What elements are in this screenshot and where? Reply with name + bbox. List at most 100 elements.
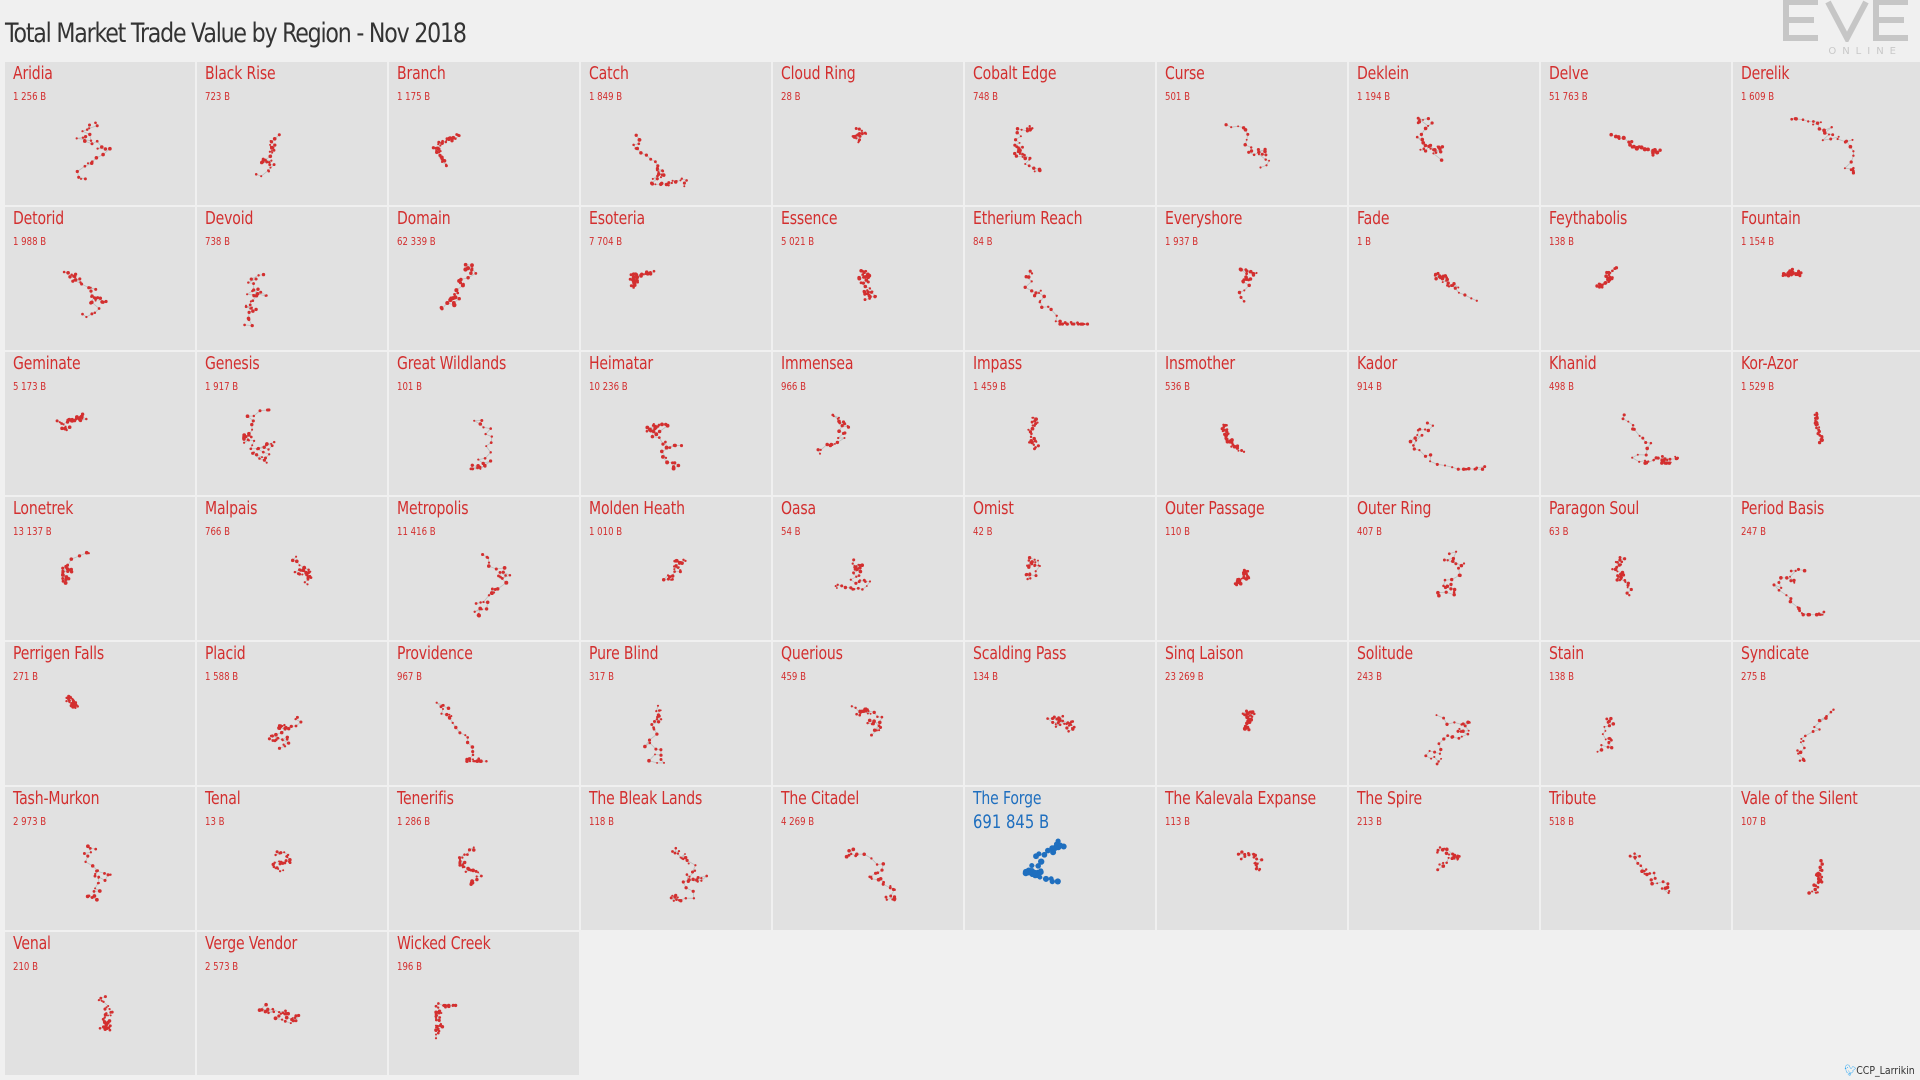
solar-system-point: [279, 860, 283, 864]
region-map-immensea: [816, 413, 851, 455]
solar-system-point: [1452, 592, 1456, 597]
solar-system-point: [274, 853, 277, 857]
solar-system-point: [73, 703, 77, 707]
solar-system-point: [485, 600, 490, 605]
solar-system-point: [656, 720, 661, 724]
solar-system-point: [302, 565, 307, 570]
solar-system-point: [664, 445, 669, 450]
solar-system-point: [696, 875, 700, 880]
solar-system-point: [468, 760, 472, 763]
solar-system-point: [1622, 413, 1626, 417]
solar-system-point: [1241, 279, 1245, 283]
region-name: Etherium Reach: [973, 208, 1083, 229]
solar-system-point: [1849, 168, 1853, 172]
solar-system-point: [64, 577, 68, 580]
solar-system-point: [1798, 759, 1802, 762]
solar-system-point: [1224, 123, 1228, 127]
solar-system-point: [1609, 132, 1613, 137]
solar-system-point: [1636, 861, 1640, 865]
region-trade-value: 107 B: [1741, 815, 1766, 828]
solar-system-point: [81, 136, 85, 139]
region-name: Impass: [973, 353, 1023, 374]
solar-system-point: [654, 432, 659, 437]
solar-system-point: [1242, 726, 1247, 731]
solar-system-point: [76, 705, 79, 708]
solar-system-point: [1430, 121, 1434, 125]
solar-system-point: [1456, 467, 1460, 471]
solar-system-point: [90, 896, 94, 899]
solar-system-point: [490, 435, 494, 438]
solar-system-point: [1807, 120, 1810, 123]
solar-system-point: [857, 574, 861, 577]
solar-system-point: [1057, 718, 1060, 721]
region-name: Delve: [1549, 63, 1589, 84]
region-trade-value: 1 175 B: [397, 90, 431, 103]
solar-system-point: [1641, 436, 1645, 440]
solar-system-point: [1777, 581, 1781, 584]
solar-system-point: [435, 1014, 439, 1017]
region-map-metropolis: [473, 552, 512, 618]
solar-system-point: [266, 1009, 269, 1012]
solar-system-point: [265, 294, 268, 297]
solar-system-point: [648, 741, 652, 745]
solar-system-point: [94, 847, 98, 851]
solar-system-point: [268, 453, 271, 456]
solar-system-point: [251, 428, 254, 431]
solar-system-point: [666, 577, 670, 581]
logo-mark: [1782, 0, 1912, 53]
solar-system-point: [249, 300, 252, 303]
solar-system-point: [1023, 156, 1028, 161]
solar-system-point: [692, 897, 696, 900]
solar-system-point: [447, 715, 451, 720]
solar-system-point: [1813, 887, 1817, 892]
solar-system-point: [1607, 742, 1610, 745]
solar-system-point: [1654, 456, 1658, 460]
solar-system-point: [1054, 878, 1061, 885]
solar-system-point: [1440, 848, 1445, 852]
solar-system-point: [1437, 742, 1441, 746]
solar-system-point: [283, 1019, 287, 1023]
solar-system-point: [470, 745, 475, 749]
solar-system-point: [275, 850, 279, 854]
solar-system-point: [1456, 858, 1459, 861]
stargate-link: [1024, 159, 1030, 165]
solar-system-point: [272, 440, 276, 444]
solar-system-point: [1803, 746, 1806, 750]
solar-system-point: [1607, 280, 1610, 283]
region-name: Aridia: [13, 63, 53, 84]
solar-system-point: [493, 587, 497, 591]
region-name: Sinq Laison: [1165, 643, 1244, 664]
solar-system-point: [1827, 133, 1831, 136]
region-tile-tenerifis: Tenerifis 1 286 B: [389, 787, 579, 930]
solar-system-point: [1245, 272, 1248, 276]
solar-system-point: [1661, 458, 1665, 462]
solar-system-point: [485, 759, 488, 763]
solar-system-point: [458, 859, 462, 863]
page-title: Total Market Trade Value by Region - Nov…: [5, 18, 467, 49]
solar-system-point: [1836, 137, 1839, 141]
solar-system-point: [1419, 132, 1424, 137]
solar-system-point: [1621, 573, 1626, 577]
solar-system-point: [456, 291, 460, 295]
solar-system-point: [1425, 421, 1429, 425]
solar-system-point: [445, 137, 449, 140]
solar-system-point: [458, 731, 462, 735]
solar-system-point: [465, 266, 471, 271]
solar-system-point: [1065, 722, 1068, 726]
solar-system-point: [1603, 281, 1607, 285]
solar-system-point: [1595, 284, 1599, 288]
solar-system-point: [86, 854, 90, 858]
region-trade-value: 13 B: [205, 815, 225, 828]
solar-system-point: [881, 862, 886, 866]
solar-system-point: [836, 583, 839, 586]
solar-system-point: [69, 557, 74, 561]
solar-system-point: [655, 718, 659, 721]
solar-system-point: [454, 288, 459, 293]
solar-system-point: [1433, 750, 1437, 754]
solar-system-point: [502, 566, 507, 570]
solar-system-point: [442, 1004, 445, 1007]
solar-system-point: [654, 183, 657, 186]
solar-system-point: [277, 1014, 281, 1018]
solar-system-point: [102, 1020, 107, 1024]
solar-system-point: [474, 271, 478, 275]
